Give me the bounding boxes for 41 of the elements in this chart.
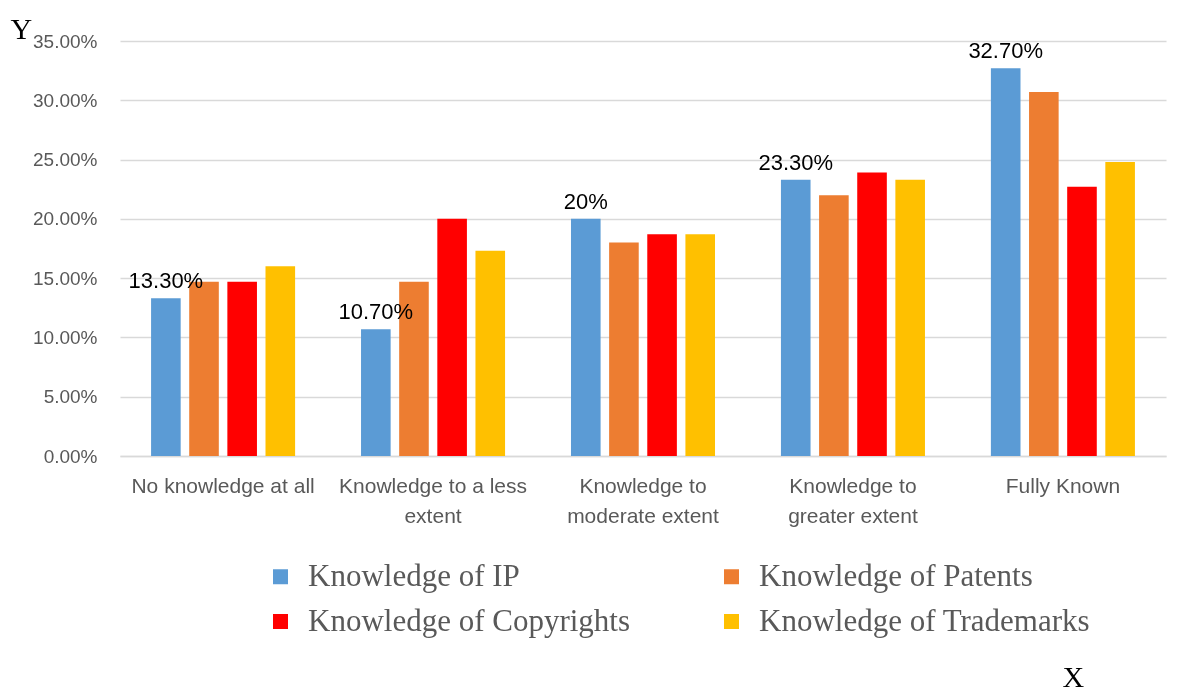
bar bbox=[475, 250, 506, 456]
bar bbox=[265, 266, 296, 456]
x-tick-label: Knowledge to a less extent bbox=[339, 473, 528, 527]
bar bbox=[857, 172, 887, 456]
bar bbox=[570, 218, 601, 456]
bar bbox=[1105, 161, 1135, 456]
bar bbox=[1067, 186, 1097, 456]
x-tick-label: Knowledge to greater extent bbox=[788, 473, 918, 527]
bar bbox=[685, 234, 716, 456]
y-axis-title: Y bbox=[10, 11, 33, 45]
legend-label: Knowledge of Copyrights bbox=[308, 602, 631, 638]
x-tick-label: No knowledge at all bbox=[131, 473, 315, 497]
legend-label: Knowledge of Patents bbox=[759, 557, 1033, 593]
bar bbox=[151, 298, 181, 456]
data-label: 13.30% bbox=[128, 268, 204, 294]
bar bbox=[437, 218, 467, 456]
bar bbox=[227, 281, 257, 456]
y-tick-label: 5.00% bbox=[43, 386, 98, 408]
bar bbox=[609, 242, 639, 456]
bar bbox=[990, 68, 1021, 456]
legend-label: Knowledge of IP bbox=[308, 557, 520, 593]
legend-label: Knowledge of Trademarks bbox=[759, 602, 1090, 638]
data-label: 23.30% bbox=[758, 149, 834, 175]
y-tick-label: 30.00% bbox=[33, 89, 98, 111]
y-tick-label: 10.00% bbox=[33, 326, 98, 348]
y-tick-label: 0.00% bbox=[43, 445, 98, 467]
x-tick-label: Knowledge to moderate extent bbox=[567, 473, 720, 527]
data-label: 32.70% bbox=[968, 38, 1044, 64]
data-label: 20% bbox=[563, 188, 608, 214]
bar bbox=[819, 195, 849, 456]
y-tick-label: 20.00% bbox=[33, 208, 98, 230]
bar bbox=[361, 329, 391, 456]
bar bbox=[895, 179, 925, 456]
y-tick-label: 15.00% bbox=[33, 267, 98, 289]
bar bbox=[780, 179, 811, 456]
y-tick-label: 35.00% bbox=[33, 30, 98, 52]
y-tick-label: 25.00% bbox=[33, 149, 98, 171]
x-axis-title: X bbox=[1062, 659, 1085, 690]
x-tick-label: Fully Known bbox=[1005, 473, 1121, 497]
bar bbox=[647, 234, 677, 456]
bar bbox=[1029, 91, 1059, 456]
